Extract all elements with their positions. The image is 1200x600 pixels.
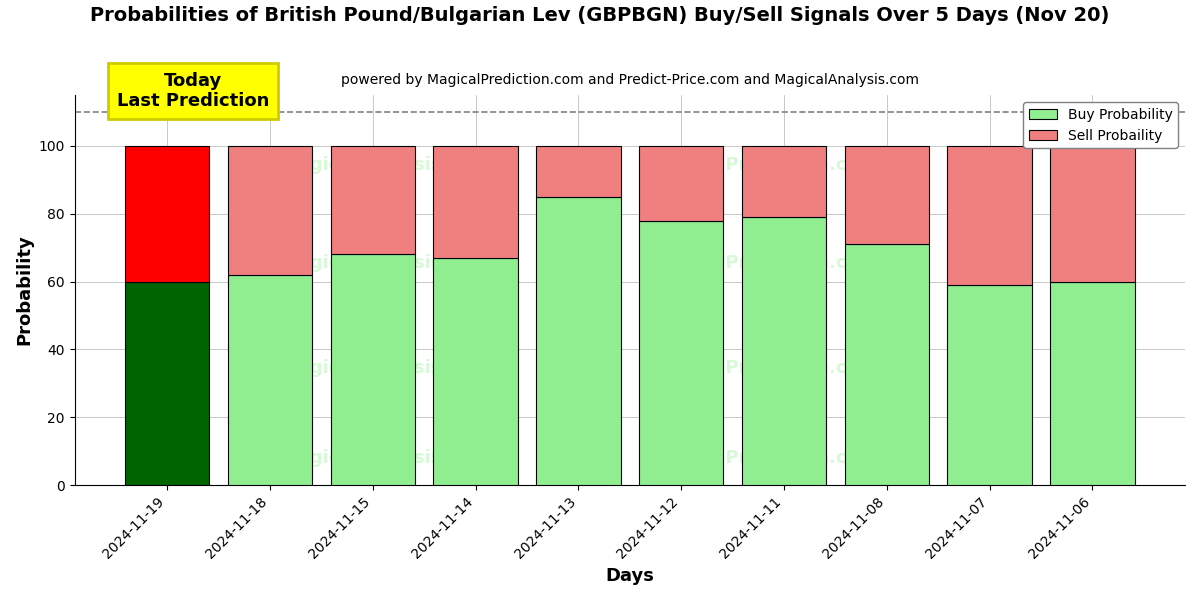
Bar <box>640 146 724 221</box>
Bar <box>228 146 312 275</box>
Bar <box>742 217 826 485</box>
Bar <box>433 146 517 258</box>
Bar <box>125 146 210 281</box>
Text: MagicalAnalysis.com: MagicalAnalysis.com <box>281 254 491 272</box>
X-axis label: Days: Days <box>605 567 654 585</box>
Text: Today
Last Prediction: Today Last Prediction <box>116 71 269 110</box>
Bar <box>845 146 929 244</box>
Bar <box>536 197 620 485</box>
Bar <box>1050 281 1134 485</box>
Bar <box>536 146 620 197</box>
Bar <box>948 146 1032 285</box>
Bar <box>742 146 826 217</box>
Bar <box>433 258 517 485</box>
Bar <box>845 244 929 485</box>
Y-axis label: Probability: Probability <box>16 235 34 346</box>
Bar <box>948 285 1032 485</box>
Text: MagicalAnalysis.com: MagicalAnalysis.com <box>281 157 491 175</box>
Legend: Buy Probability, Sell Probaility: Buy Probability, Sell Probaility <box>1024 102 1178 148</box>
Bar <box>228 275 312 485</box>
Bar <box>331 146 415 254</box>
Bar <box>1050 146 1134 281</box>
Text: MagicalPrediction.com: MagicalPrediction.com <box>648 359 878 377</box>
Text: MagicalAnalysis.com: MagicalAnalysis.com <box>281 449 491 467</box>
Bar <box>640 221 724 485</box>
Text: MagicalAnalysis.com: MagicalAnalysis.com <box>281 359 491 377</box>
Text: MagicalPrediction.com: MagicalPrediction.com <box>648 157 878 175</box>
Text: MagicalPrediction.com: MagicalPrediction.com <box>648 449 878 467</box>
Bar <box>125 281 210 485</box>
Title: powered by MagicalPrediction.com and Predict-Price.com and MagicalAnalysis.com: powered by MagicalPrediction.com and Pre… <box>341 73 919 87</box>
Text: Probabilities of British Pound/Bulgarian Lev (GBPBGN) Buy/Sell Signals Over 5 Da: Probabilities of British Pound/Bulgarian… <box>90 6 1110 25</box>
Text: MagicalPrediction.com: MagicalPrediction.com <box>648 254 878 272</box>
Bar <box>331 254 415 485</box>
